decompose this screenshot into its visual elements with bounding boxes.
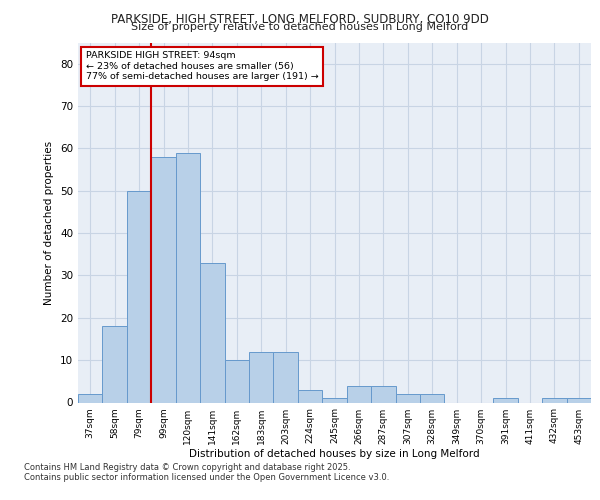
Bar (103, 326, 127, 402)
Bar (298, 390, 322, 402)
Text: Size of property relative to detached houses in Long Melford: Size of property relative to detached ho… (131, 22, 469, 32)
Bar (249, 352, 274, 403)
Bar (493, 398, 518, 402)
Bar (371, 386, 395, 402)
Y-axis label: Number of detached properties: Number of detached properties (44, 140, 55, 304)
Bar (420, 394, 445, 402)
Bar (176, 152, 200, 402)
X-axis label: Distribution of detached houses by size in Long Melford: Distribution of detached houses by size … (189, 450, 480, 460)
Bar (566, 398, 591, 402)
Bar (224, 360, 249, 403)
Bar (542, 398, 566, 402)
Bar (322, 398, 347, 402)
Text: PARKSIDE, HIGH STREET, LONG MELFORD, SUDBURY, CO10 9DD: PARKSIDE, HIGH STREET, LONG MELFORD, SUD… (111, 12, 489, 26)
Text: Contains public sector information licensed under the Open Government Licence v3: Contains public sector information licen… (24, 472, 389, 482)
Bar (274, 352, 298, 403)
Bar (395, 394, 420, 402)
Bar (151, 157, 176, 402)
Bar (347, 386, 371, 402)
Text: PARKSIDE HIGH STREET: 94sqm
← 23% of detached houses are smaller (56)
77% of sem: PARKSIDE HIGH STREET: 94sqm ← 23% of det… (86, 52, 319, 82)
Text: Contains HM Land Registry data © Crown copyright and database right 2025.: Contains HM Land Registry data © Crown c… (24, 462, 350, 471)
Bar (127, 190, 151, 402)
Bar (200, 262, 224, 402)
Bar (78, 394, 103, 402)
